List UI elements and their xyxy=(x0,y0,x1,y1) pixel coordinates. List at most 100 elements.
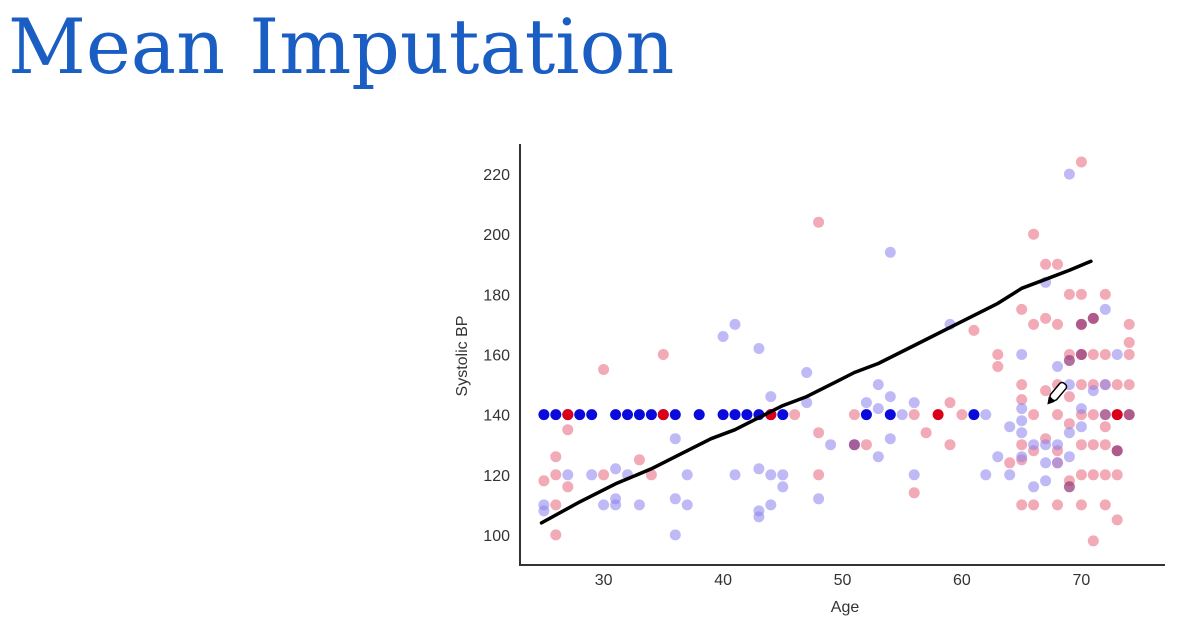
observed-point xyxy=(980,409,992,421)
imputed-point xyxy=(717,409,729,421)
x-tick-labels: 30 40 50 60 70 xyxy=(595,572,1091,589)
observed-point xyxy=(1099,379,1111,391)
observed-point xyxy=(1123,409,1135,421)
observed-point xyxy=(860,397,872,409)
observed-point xyxy=(550,451,562,463)
observed-point xyxy=(657,349,669,360)
imputed-point xyxy=(968,409,980,421)
x-tick-label: 60 xyxy=(953,572,971,589)
observed-point xyxy=(1016,439,1028,451)
imputed-point xyxy=(693,409,705,421)
observed-point xyxy=(1111,514,1123,526)
observed-point xyxy=(1075,403,1087,415)
observed-point xyxy=(777,469,789,481)
observed-point xyxy=(813,427,825,439)
observed-point xyxy=(1028,439,1040,451)
observed-point xyxy=(968,324,980,336)
observed-point xyxy=(884,391,896,403)
observed-point xyxy=(538,475,550,487)
observed-point xyxy=(1040,457,1052,469)
imputed-point xyxy=(562,409,574,421)
observed-point xyxy=(1016,403,1028,415)
observed-point xyxy=(610,499,622,511)
observed-point xyxy=(1063,288,1075,300)
imputed-point xyxy=(729,409,741,421)
observed-point xyxy=(1087,469,1099,481)
observed-point xyxy=(956,409,968,421)
pen-cursor-icon xyxy=(1047,381,1068,405)
observed-point xyxy=(765,391,777,403)
observed-point xyxy=(1063,418,1075,430)
observed-point xyxy=(801,397,813,409)
imputed-point xyxy=(622,409,633,421)
observed-point xyxy=(944,397,956,409)
observed-point xyxy=(1087,312,1099,324)
observed-point xyxy=(1075,439,1087,451)
imputed-point xyxy=(741,409,753,421)
observed-point xyxy=(1016,499,1028,511)
observed-points-layer xyxy=(538,156,1135,547)
observed-point xyxy=(633,499,645,511)
imputed-point xyxy=(586,409,598,421)
observed-point xyxy=(1028,409,1040,421)
observed-point xyxy=(669,493,681,505)
observed-point xyxy=(753,343,765,354)
observed-point xyxy=(562,424,574,436)
trend-line xyxy=(539,259,1093,525)
observed-point xyxy=(1063,355,1075,366)
observed-point xyxy=(884,433,896,445)
observed-point xyxy=(1028,499,1040,511)
observed-point xyxy=(1099,288,1111,300)
observed-point xyxy=(1123,349,1135,360)
observed-point xyxy=(1004,457,1016,469)
observed-point xyxy=(645,469,657,481)
observed-point xyxy=(538,505,550,517)
observed-point xyxy=(1063,391,1075,403)
observed-point xyxy=(1016,451,1028,463)
observed-point xyxy=(586,469,598,481)
observed-point xyxy=(598,364,610,375)
x-tick-label: 40 xyxy=(714,572,732,589)
observed-point xyxy=(813,216,825,228)
observed-point xyxy=(1087,385,1099,397)
y-tick-label: 140 xyxy=(483,408,510,425)
observed-point xyxy=(550,499,562,511)
observed-point xyxy=(1075,379,1087,391)
y-tick-label: 200 xyxy=(483,227,510,244)
observed-point xyxy=(1111,469,1123,481)
observed-point xyxy=(908,469,920,481)
observed-point xyxy=(1052,499,1063,511)
observed-point xyxy=(562,469,574,481)
observed-point xyxy=(813,493,825,505)
imputed-point xyxy=(932,409,944,421)
observed-point xyxy=(1123,318,1135,330)
observed-point xyxy=(1111,349,1123,360)
x-axis-title: Age xyxy=(831,599,860,616)
observed-point xyxy=(1063,481,1075,493)
observed-point xyxy=(1016,303,1028,315)
observed-point xyxy=(1052,361,1063,372)
observed-point xyxy=(1040,258,1052,270)
observed-point xyxy=(1075,499,1087,511)
observed-point xyxy=(681,499,693,511)
observed-point xyxy=(825,439,837,451)
imputed-point xyxy=(550,409,562,421)
observed-point xyxy=(669,433,681,445)
observed-point xyxy=(920,427,932,439)
observed-point xyxy=(1087,535,1099,547)
observed-point xyxy=(1099,349,1111,360)
y-axis-title: Systolic BP xyxy=(454,316,471,397)
observed-point xyxy=(896,409,908,421)
observed-point xyxy=(1028,318,1040,330)
observed-point xyxy=(980,469,992,481)
x-tick-label: 50 xyxy=(834,572,852,589)
observed-point xyxy=(1040,439,1052,451)
observed-point xyxy=(1004,469,1016,481)
observed-point xyxy=(777,481,789,493)
observed-point xyxy=(1063,427,1075,439)
observed-point xyxy=(1052,409,1063,421)
observed-point xyxy=(1016,427,1028,439)
observed-point xyxy=(1099,499,1111,511)
y-tick-label: 220 xyxy=(483,167,510,184)
